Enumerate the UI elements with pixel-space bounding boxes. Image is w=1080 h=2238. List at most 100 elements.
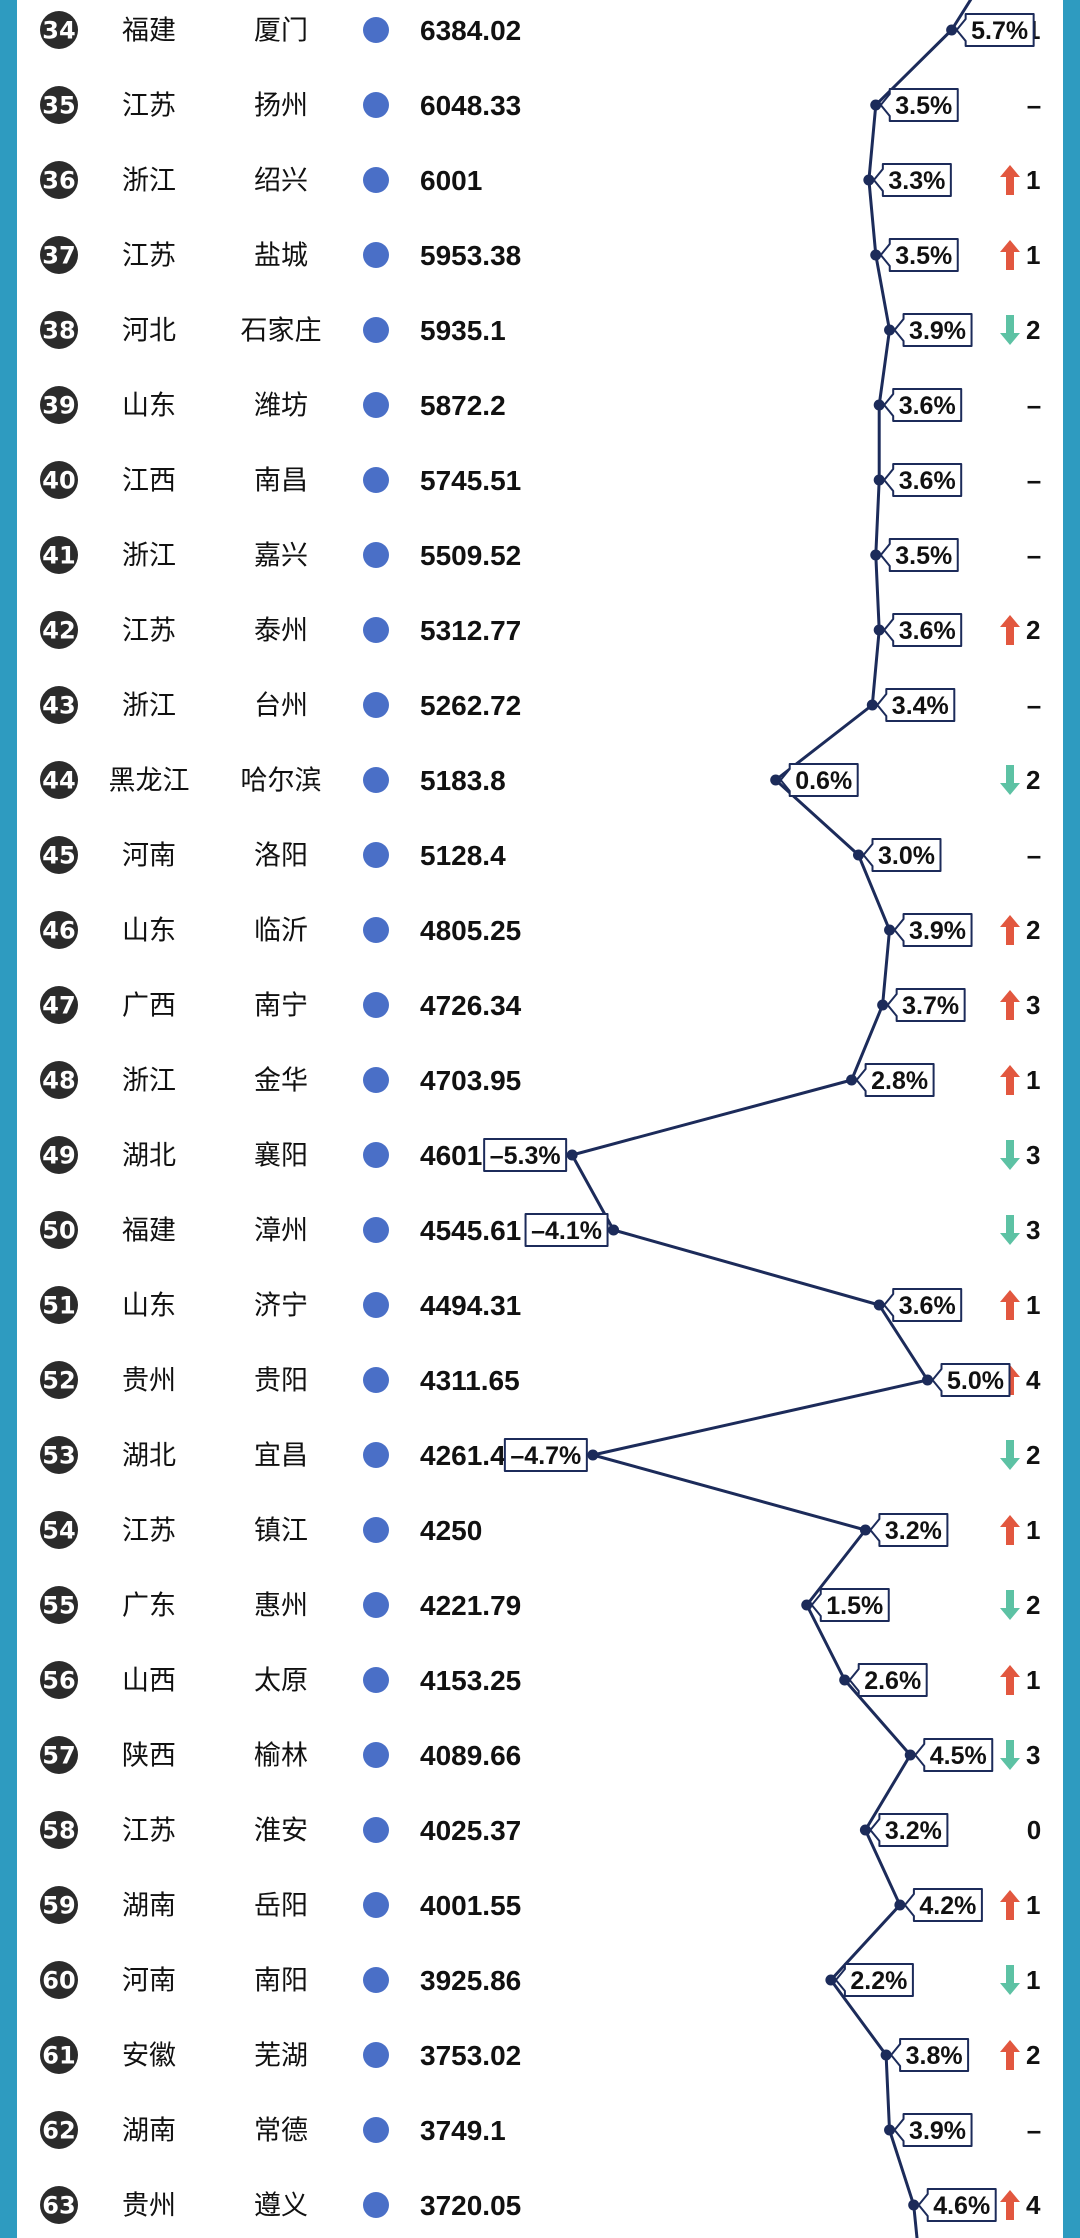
growth-point [873, 1299, 885, 1311]
city-name: 绍兴 [254, 166, 308, 197]
table-row: 55 广东 惠州 4221.79 2 [40, 1586, 1040, 1624]
gdp-dot [363, 917, 389, 943]
gdp-dot [363, 842, 389, 868]
gdp-value: 5872.2 [420, 390, 506, 421]
gdp-dot [363, 1742, 389, 1768]
growth-label: 2.6% [864, 1667, 921, 1695]
gdp-value: 4001.55 [420, 1890, 521, 1921]
rank-badge [40, 1286, 78, 1324]
table-row: 35 江苏 扬州 6048.33 – [40, 86, 1041, 124]
gdp-value: 4153.25 [420, 1665, 521, 1696]
rank-up-arrow-icon [1000, 990, 1020, 1020]
growth-point [908, 2199, 920, 2211]
table-row: 57 陕西 榆林 4089.66 3 [40, 1736, 1040, 1774]
rank-badge [40, 836, 78, 874]
gdp-value: 6048.33 [420, 90, 521, 121]
rank-badge [40, 1361, 78, 1399]
rank-number: 60 [42, 1967, 75, 1995]
city-name: 盐城 [254, 241, 308, 272]
rank-up-arrow-icon [1000, 1065, 1020, 1095]
growth-point-group: 3.6% [873, 613, 963, 647]
rank-badge [40, 1586, 78, 1624]
table-row: 36 浙江 绍兴 6001 1 [40, 161, 1040, 199]
growth-point [870, 99, 882, 111]
rank-badge [40, 911, 78, 949]
gdp-dot [363, 1292, 389, 1318]
table-row: 42 江苏 泰州 5312.77 2 [40, 611, 1040, 649]
growth-point [884, 924, 896, 936]
growth-label-box [917, 2188, 997, 2222]
growth-point-group: 3.3% [863, 163, 952, 197]
growth-label: 3.5% [895, 92, 952, 120]
rank-number: 37 [42, 242, 75, 270]
gdp-dot [363, 2192, 389, 2218]
city-name: 哈尔滨 [241, 766, 322, 797]
growth-label: –5.3% [490, 1142, 561, 1170]
growth-point-group: 3.9% [884, 2113, 973, 2147]
gdp-dot [363, 767, 389, 793]
growth-point-group: 3.5% [870, 538, 959, 572]
table-row: 59 湖南 岳阳 4001.55 1 [40, 1886, 1040, 1924]
rank-change-value: – [1027, 840, 1041, 870]
rank-badge [40, 386, 78, 424]
rank-badge [40, 1661, 78, 1699]
growth-label-box [883, 613, 963, 647]
rank-badge [40, 161, 78, 199]
growth-point [566, 1149, 578, 1161]
growth-label-box [862, 838, 942, 872]
growth-label-box [848, 1663, 928, 1697]
province-name: 河南 [122, 1966, 176, 1997]
growth-label: 5.7% [971, 17, 1028, 45]
growth-point-group: 3.6% [873, 463, 963, 497]
province-name: 湖南 [122, 1891, 176, 1922]
province-name: 山西 [122, 1666, 176, 1697]
table-row: 62 湖南 常德 3749.1 – [40, 2111, 1041, 2149]
gdp-value: 4311.65 [420, 1365, 520, 1396]
rank-change-value: – [1027, 540, 1041, 570]
growth-label-box [879, 538, 959, 572]
gdp-dot [363, 692, 389, 718]
gdp-value: 5935.1 [420, 315, 506, 346]
rank-change-value: 1 [1026, 1965, 1040, 1995]
table-row: 52 贵州 贵阳 4311.65 4 [40, 1361, 1041, 1399]
gdp-value: 5745.51 [420, 465, 521, 496]
growth-point [873, 624, 885, 636]
city-name: 惠州 [254, 1591, 308, 1622]
growth-label: 5.0% [947, 1367, 1004, 1395]
rank-badge [40, 1136, 78, 1174]
rank-badge [40, 536, 78, 574]
rank-number: 49 [42, 1142, 75, 1170]
city-name: 潍坊 [254, 391, 308, 422]
table-row: 63 贵州 遵义 3720.05 4 [40, 2186, 1041, 2224]
table-row: 48 浙江 金华 4703.95 1 [40, 1061, 1040, 1099]
rank-change-value: 1 [1026, 1665, 1040, 1695]
city-name: 临沂 [254, 916, 308, 947]
growth-point [946, 24, 958, 36]
growth-label-box [483, 1138, 568, 1172]
growth-label: 3.3% [888, 167, 945, 195]
table-row: 50 福建 漳州 4545.61 3 [40, 1211, 1040, 1249]
growth-point-group: 0.6% [770, 763, 859, 797]
gdp-value: 6384.02 [420, 15, 521, 46]
province-name: 湖北 [122, 1441, 176, 1472]
rank-change-value: – [1027, 465, 1041, 495]
growth-point-group: 3.2% [859, 1813, 949, 1847]
growth-point-group: 5.7% [946, 13, 1035, 47]
city-name: 济宁 [254, 1291, 308, 1322]
gdp-value: 4250 [420, 1515, 482, 1546]
growth-label: 3.2% [885, 1817, 942, 1845]
gdp-dot [363, 17, 389, 43]
city-name: 石家庄 [241, 316, 322, 347]
growth-point-group: 3.8% [880, 2038, 970, 2072]
growth-point-group: 3.6% [873, 388, 963, 422]
rank-badge [40, 761, 78, 799]
province-name: 河北 [122, 316, 176, 347]
province-name: 贵州 [122, 2191, 176, 2222]
growth-point [894, 1899, 906, 1911]
growth-label-box [879, 238, 959, 272]
rows-layer: 34福建厦门6384.02135江苏扬州6048.33–36浙江绍兴600113… [40, 11, 1041, 2224]
growth-label: 1.5% [826, 1592, 883, 1620]
gdp-value: 3720.05 [420, 2190, 521, 2221]
growth-point [877, 999, 889, 1011]
